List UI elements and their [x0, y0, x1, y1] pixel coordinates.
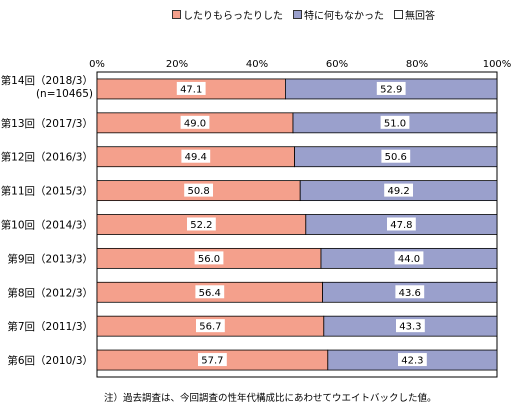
data-label: 50.6	[385, 152, 407, 163]
stacked-bar-chart: 0% 20% 40% 60% 80% 100% 47.1 52.9 第14回（2018/3）(n…	[1, 59, 512, 378]
category-label: 第9回（2013/3）	[7, 252, 93, 265]
data-label: 56.4	[199, 288, 221, 299]
category-label: 第14回（2018/3）	[1, 74, 93, 87]
x-tick-label: 20%	[166, 59, 188, 70]
data-label: 47.8	[390, 220, 412, 231]
data-label: 43.6	[399, 288, 421, 299]
legend-swatch-did	[172, 10, 181, 19]
legend-swatch-nothing	[293, 10, 302, 19]
data-label-bg	[196, 319, 225, 333]
data-label-bg	[387, 217, 416, 231]
legend-item-no-answer: 無回答	[394, 7, 435, 22]
x-tick-label: 60%	[326, 59, 348, 70]
data-label-bg	[381, 149, 411, 163]
category-label: 第12回（2016/3）	[1, 151, 93, 164]
x-tick-label: 0%	[89, 59, 105, 70]
data-label-bg	[194, 251, 224, 265]
data-label-bg	[398, 353, 427, 367]
data-label: 44.0	[398, 254, 420, 265]
data-label-bg	[396, 319, 425, 333]
data-label: 49.2	[387, 186, 409, 197]
category-label: (n=10465)	[36, 88, 93, 100]
data-label-bg	[181, 149, 211, 163]
legend-label-nothing: 特に何もなかった	[304, 11, 384, 22]
data-label: 42.3	[401, 356, 423, 367]
data-label: 56.0	[198, 254, 220, 265]
data-label-bg	[395, 285, 425, 299]
legend-label-did: したりもらったりした	[183, 11, 283, 22]
x-tick-label: 100%	[483, 59, 512, 70]
data-label-bg	[394, 251, 424, 265]
category-label: 第10回（2014/3）	[1, 219, 93, 232]
data-label: 49.4	[185, 152, 207, 163]
data-label-bg	[195, 285, 225, 299]
data-label: 49.0	[184, 118, 206, 129]
data-label-bg	[180, 115, 210, 129]
data-label: 56.7	[199, 322, 221, 333]
legend-item-nothing: 特に何もなかった	[293, 7, 384, 22]
data-label: 52.2	[190, 220, 212, 231]
data-label: 50.8	[187, 186, 209, 197]
data-label: 57.7	[201, 356, 223, 367]
data-label-bg	[376, 81, 406, 95]
legend-item-did: したりもらったりした	[172, 7, 283, 22]
data-label: 51.0	[384, 118, 406, 129]
data-label-bg	[187, 217, 216, 231]
category-label: 第7回（2011/3）	[7, 320, 93, 333]
x-tick-label: 80%	[406, 59, 428, 70]
data-label-bg	[198, 353, 227, 367]
data-label-bg	[384, 183, 413, 197]
data-label: 52.9	[380, 84, 402, 95]
data-label-bg	[176, 81, 206, 95]
legend-swatch-no-answer	[394, 10, 403, 19]
category-label: 第11回（2015/3）	[1, 185, 93, 198]
category-label: 第13回（2017/3）	[1, 117, 93, 130]
data-label-bg	[380, 115, 410, 129]
category-label: 第6回（2010/3）	[7, 354, 93, 367]
data-label-bg	[184, 183, 213, 197]
legend-label-no-answer: 無回答	[405, 11, 435, 22]
footnote: 注）過去調査は、今回調査の性年代構成比にあわせてウエイトバックした値。	[104, 393, 437, 404]
data-label: 43.3	[399, 322, 421, 333]
chart-legend: したりもらったりした 特に何もなかった 無回答	[172, 7, 435, 22]
category-label: 第8回（2012/3）	[7, 286, 93, 299]
x-tick-label: 40%	[246, 59, 268, 70]
data-label: 47.1	[180, 84, 202, 95]
